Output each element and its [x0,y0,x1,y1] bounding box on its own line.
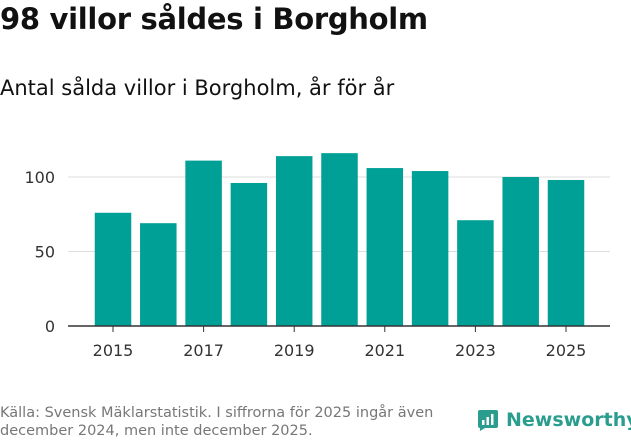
bar-2018 [230,182,268,326]
x-tick-label: 2021 [364,341,405,360]
brand-logo: Newsworthy [476,408,631,432]
y-tick-label: 0 [45,317,55,336]
source-note: Källa: Svensk Mäklarstatistik. I siffror… [0,405,434,439]
x-tick-label: 2015 [93,341,134,360]
chart-title: 98 villor såldes i Borgholm [0,2,428,36]
bar-2024 [502,177,539,326]
bar-2021 [366,168,404,326]
y-tick-label: 50 [35,243,55,262]
x-tick-label: 2023 [455,341,496,360]
bar-2020 [321,153,358,326]
bar-2023 [457,220,494,326]
brand-name: Newsworthy [506,409,631,431]
x-tick-label: 2025 [546,341,587,360]
y-tick-label: 100 [24,168,55,187]
bar-2025 [547,179,585,326]
newsworthy-logo-icon [478,410,498,431]
bar-chart: 0 50 100 2015 2017 2019 2021 2023 2025 [24,153,610,360]
x-tick-label: 2019 [274,341,315,360]
bars [94,153,585,326]
bar-2016 [140,223,177,326]
bar-2017 [185,160,222,326]
bar-2015 [94,212,132,326]
bar-2022 [411,171,449,326]
x-tick-label: 2017 [183,341,224,360]
bar-2019 [275,156,313,326]
chart-subtitle: Antal sålda villor i Borgholm, år för år [0,76,395,100]
axes: 0 50 100 2015 2017 2019 2021 2023 2025 [24,168,610,360]
